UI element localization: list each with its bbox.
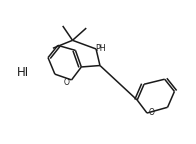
Text: HI: HI	[16, 66, 29, 78]
Text: O: O	[148, 108, 154, 117]
Text: PH: PH	[96, 44, 106, 53]
Text: O: O	[64, 78, 70, 87]
